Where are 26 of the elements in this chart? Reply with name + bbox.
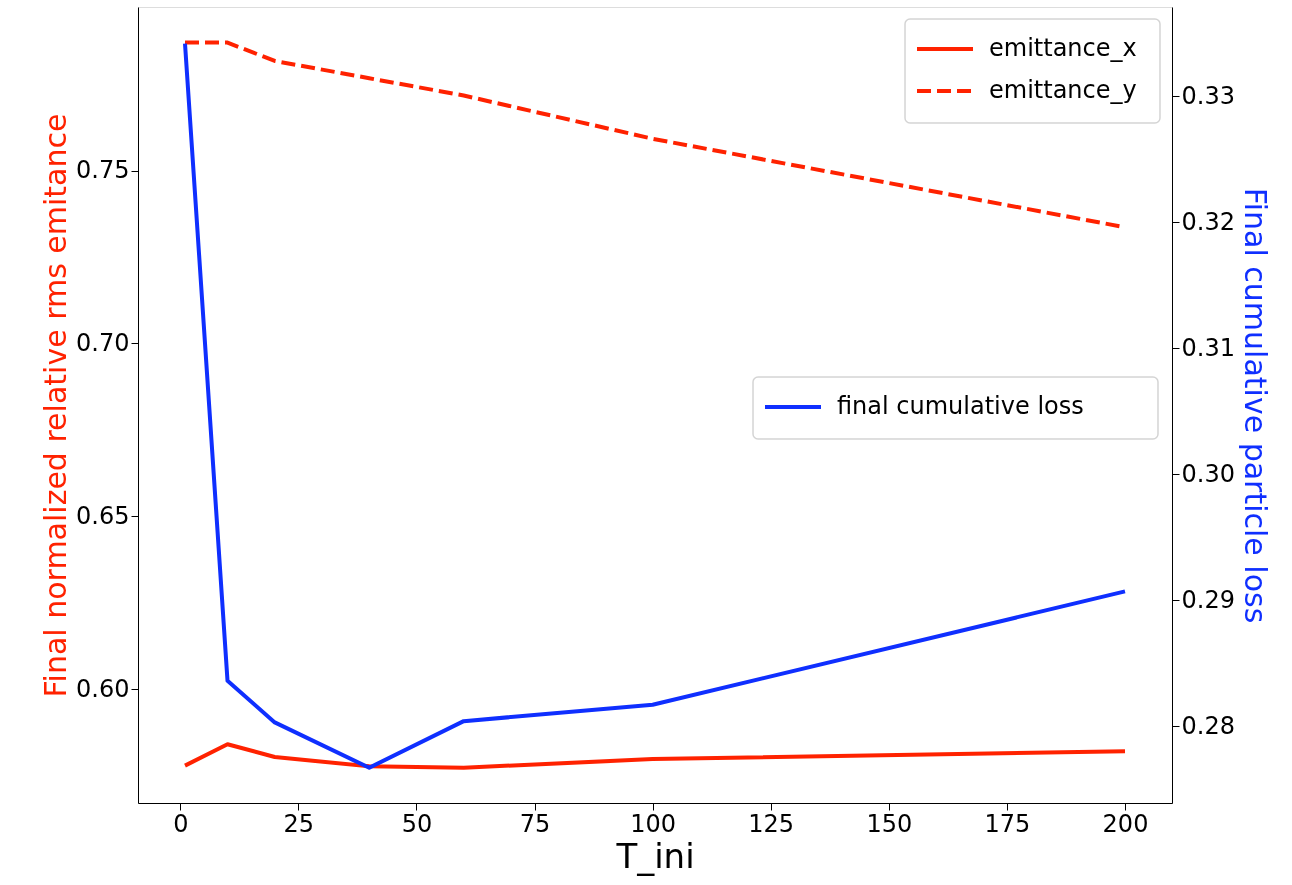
x-axis-title: T_ini bbox=[615, 835, 695, 876]
x-tick-label: 25 bbox=[283, 809, 315, 838]
y-tick-label: 0.60 bbox=[76, 674, 130, 703]
line-series bbox=[183, 742, 1127, 770]
y2-tick-label: 0.31 bbox=[1181, 333, 1235, 362]
y-tick-label: 0.70 bbox=[76, 328, 130, 357]
y2-axis-title: Final cumulative particle loss bbox=[1237, 187, 1273, 624]
y2-tick-label: 0.30 bbox=[1181, 459, 1235, 488]
x-tick-label: 125 bbox=[748, 809, 795, 838]
legend-label: emittance_x bbox=[989, 34, 1137, 62]
y-axis-title: Final normalized relative rms emitance bbox=[38, 113, 74, 698]
x-tick-label: 200 bbox=[1102, 809, 1149, 838]
legend-label: final cumulative loss bbox=[837, 392, 1084, 420]
legend-label: emittance_y bbox=[989, 76, 1137, 104]
y2-tick-label: 0.33 bbox=[1181, 81, 1235, 110]
x-tick-label: 50 bbox=[401, 809, 433, 838]
y2-tick-label: 0.32 bbox=[1181, 207, 1235, 236]
y-tick-label: 0.75 bbox=[76, 156, 130, 185]
x-tick-label: 150 bbox=[866, 809, 913, 838]
y2-tick-label: 0.29 bbox=[1181, 585, 1235, 614]
x-tick-label: 0 bbox=[173, 809, 189, 838]
x-tick-label: 75 bbox=[519, 809, 551, 838]
y2-tick-label: 0.28 bbox=[1181, 711, 1235, 740]
x-tick-label: 175 bbox=[984, 809, 1031, 838]
y-tick-label: 0.65 bbox=[76, 501, 130, 530]
x-tick-label: 100 bbox=[630, 809, 677, 838]
